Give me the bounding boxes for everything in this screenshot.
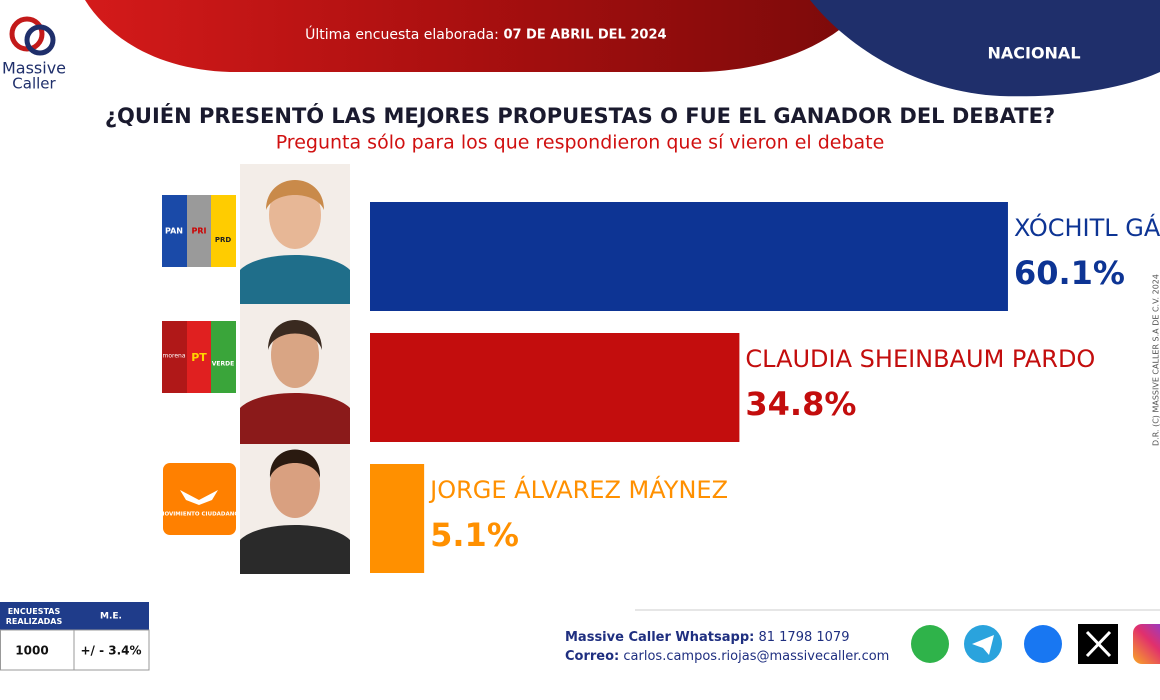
party-logos: PAN PRI PRD morena PT VERDE MOVIMIENTO C… <box>159 195 239 535</box>
photo-body <box>240 393 350 444</box>
photo-hair <box>268 320 322 350</box>
party-name: morena <box>162 353 185 360</box>
contact-label: Correo: <box>565 649 619 664</box>
bar <box>370 333 740 442</box>
contact-label: Massive Caller Whatsapp: <box>565 630 754 645</box>
photo-face <box>271 322 319 388</box>
table-header-text: M.E. <box>100 612 122 622</box>
value-label: 60.1% <box>1014 254 1125 292</box>
region-banner <box>810 0 1160 97</box>
icon-instagram[interactable] <box>1133 624 1160 664</box>
party-pt <box>187 321 211 393</box>
candidate-photos <box>240 164 350 574</box>
logo-text: Massive <box>2 59 66 78</box>
party-morena <box>162 321 187 393</box>
party-mc-bird <box>180 490 218 505</box>
value-label: 5.1% <box>430 516 519 554</box>
survey-label: Última encuesta elaborada: <box>305 25 499 43</box>
logo-ring <box>24 24 56 56</box>
table-cell: 1000 <box>15 644 48 658</box>
candidate-name: XÓCHITL GÁLVEZ RUIZ <box>1014 212 1160 242</box>
logo-text: Caller <box>12 75 56 93</box>
chart-title: ¿QUIÉN PRESENTÓ LAS MEJORES PROPUESTAS O… <box>105 103 1055 128</box>
party-name: PRI <box>192 227 207 236</box>
icon-whatsapp[interactable] <box>911 625 949 663</box>
party-name: PAN <box>165 227 183 236</box>
table-cell: +/ - 3.4% <box>80 644 141 658</box>
icon-facebook[interactable] <box>1024 625 1062 663</box>
table-body <box>0 629 150 671</box>
party-pan <box>162 195 187 267</box>
value-label: 34.8% <box>745 385 856 423</box>
table-header <box>0 602 149 630</box>
table-header-text: ENCUESTAS REALIZADAS <box>6 607 63 626</box>
copyright: D.R. (C) MASSIVE CALLER S.A DE C.V. 2024 <box>1152 274 1160 446</box>
social-icons <box>911 624 1160 664</box>
bar <box>370 202 1008 311</box>
party-name: MOVIMIENTO CIUDADANO <box>159 512 239 518</box>
photo-body <box>240 525 350 574</box>
party-mc <box>163 463 236 535</box>
photo-face <box>270 452 320 518</box>
photo-body <box>240 255 350 304</box>
party-name: PT <box>191 351 207 364</box>
bars: XÓCHITL GÁLVEZ RUIZ 60.1% CLAUDIA SHEINBAU… <box>370 202 1160 573</box>
photo-hair <box>269 449 321 478</box>
logo: Massive Caller <box>2 16 66 93</box>
logo-ring <box>9 16 45 52</box>
bar <box>370 464 425 573</box>
chart-subtitle: Pregunta sólo para los que respondieron … <box>276 132 885 154</box>
photo-face <box>269 181 321 249</box>
survey-table: ENCUESTAS REALIZADAS M.E. 1000 +/ - 3.4% <box>0 602 150 671</box>
candidate-name: JORGE ÁLVAREZ MÁYNEZ <box>428 475 728 504</box>
survey-date: 07 DE ABRIL DEL 2024 <box>503 28 666 43</box>
party-name: PRD <box>215 236 232 244</box>
party-name: VERDE <box>212 361 234 368</box>
contact-value: 81 1798 1079 <box>758 630 849 645</box>
contact-value: carlos.campos.riojas@massivecaller.com <box>623 649 889 664</box>
party-pri <box>187 195 211 267</box>
party-verde <box>211 321 236 393</box>
header-banner <box>85 0 870 72</box>
photo-hair <box>266 180 324 210</box>
icon-glyph <box>1085 630 1112 658</box>
candidate-name: CLAUDIA SHEINBAUM PARDO <box>745 345 1095 373</box>
icon-glyph <box>972 635 994 655</box>
contact-whatsapp: Massive Caller Whatsapp: 81 1798 1079 <box>565 630 849 645</box>
contact-email: Correo: carlos.campos.riojas@massivecall… <box>565 649 889 664</box>
region: NACIONAL <box>987 44 1080 63</box>
party-prd <box>211 195 236 267</box>
